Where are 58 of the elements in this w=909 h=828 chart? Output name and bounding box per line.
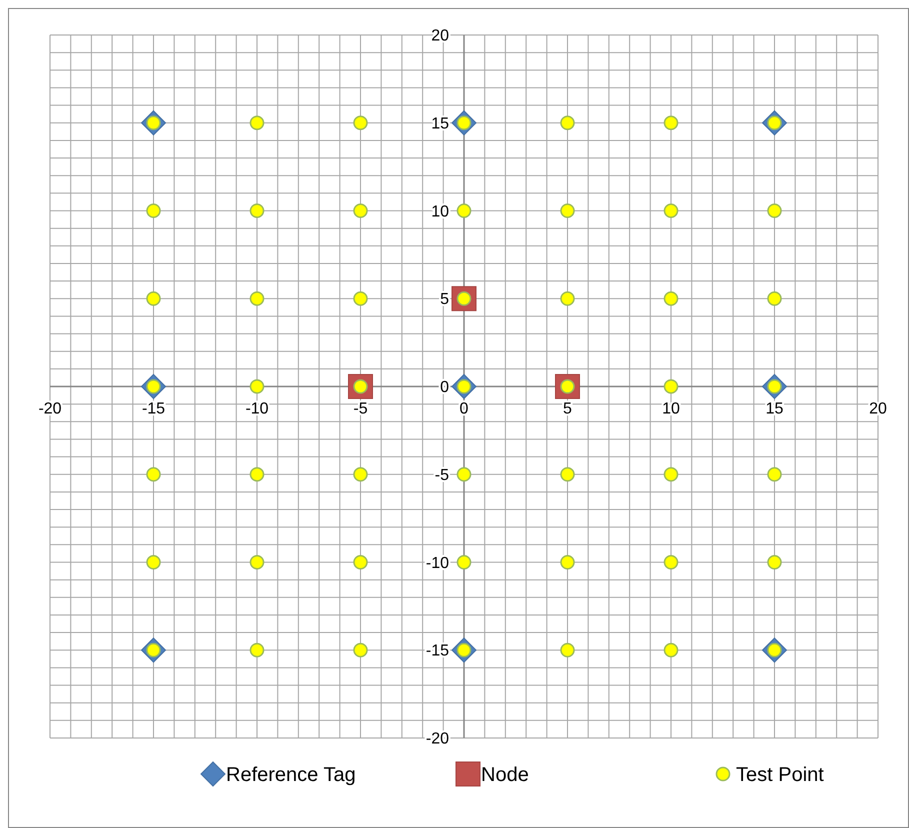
y-tick-label: 0 bbox=[440, 379, 450, 396]
point bbox=[353, 204, 368, 218]
legend-label: Reference Tag bbox=[226, 764, 356, 786]
point bbox=[146, 204, 161, 218]
point bbox=[353, 116, 368, 130]
point bbox=[250, 379, 264, 394]
point bbox=[767, 291, 782, 306]
point bbox=[353, 555, 368, 570]
point bbox=[664, 291, 678, 306]
point bbox=[560, 204, 575, 218]
y-tick-label: -20 bbox=[426, 730, 450, 748]
point bbox=[664, 204, 678, 218]
point bbox=[250, 555, 264, 570]
point bbox=[146, 555, 161, 570]
point bbox=[664, 642, 678, 658]
legend-label: Test Point bbox=[736, 764, 824, 786]
point bbox=[560, 467, 575, 482]
point bbox=[146, 467, 161, 482]
point bbox=[664, 379, 678, 394]
point bbox=[560, 116, 575, 130]
point bbox=[767, 467, 782, 482]
point bbox=[250, 291, 264, 306]
x-tick-label: -5 bbox=[353, 400, 368, 418]
y-tick-label: -15 bbox=[426, 642, 450, 660]
x-tick-label: 10 bbox=[662, 400, 680, 418]
point bbox=[353, 467, 368, 482]
x-tick-label: 20 bbox=[869, 400, 887, 418]
point bbox=[664, 467, 678, 482]
y-tick-label: -5 bbox=[434, 466, 450, 484]
point bbox=[767, 555, 782, 570]
x-tick-label: -10 bbox=[245, 400, 269, 418]
x-tick-label: -20 bbox=[38, 400, 62, 418]
point bbox=[767, 204, 782, 218]
point bbox=[560, 291, 575, 306]
y-tick-label: -10 bbox=[426, 554, 450, 572]
point bbox=[146, 291, 161, 306]
point bbox=[353, 291, 368, 306]
point bbox=[664, 116, 678, 130]
point bbox=[456, 204, 472, 218]
y-tick-label: 15 bbox=[431, 115, 450, 132]
point bbox=[353, 642, 368, 658]
x-tick-label: 15 bbox=[766, 400, 784, 418]
x-tick-label: -15 bbox=[142, 400, 166, 418]
point bbox=[664, 555, 678, 570]
point bbox=[250, 467, 264, 482]
point bbox=[560, 555, 575, 570]
legend-label: Node bbox=[481, 764, 529, 786]
point bbox=[456, 467, 472, 482]
point bbox=[560, 642, 575, 658]
point bbox=[250, 116, 264, 130]
point bbox=[250, 204, 264, 218]
y-tick-label: 10 bbox=[431, 203, 450, 220]
y-tick-label: 5 bbox=[440, 291, 450, 308]
point bbox=[250, 642, 264, 658]
x-tick-label: 5 bbox=[563, 400, 572, 418]
y-tick-label: 20 bbox=[431, 28, 450, 45]
point bbox=[456, 555, 472, 570]
x-tick-label: 0 bbox=[460, 400, 469, 418]
